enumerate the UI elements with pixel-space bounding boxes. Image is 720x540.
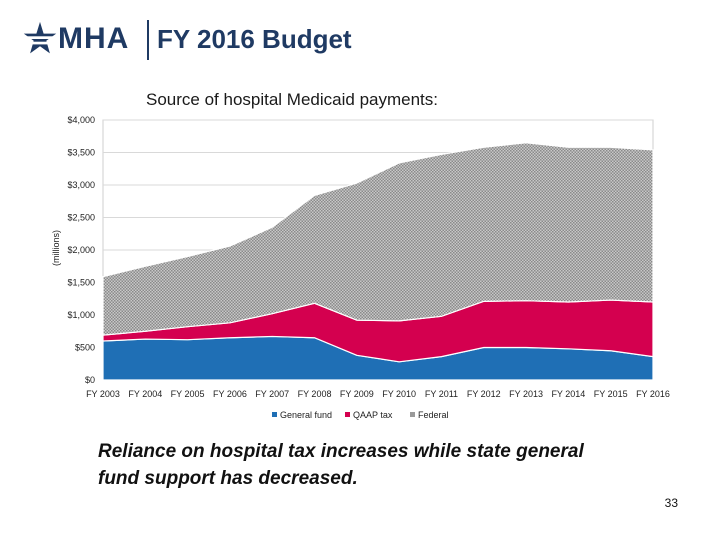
x-tick-label: FY 2008 <box>298 389 332 399</box>
page-number: 33 <box>664 496 678 510</box>
mha-star-logo-icon <box>23 21 57 54</box>
legend-swatch <box>410 412 415 417</box>
legend-swatch <box>272 412 277 417</box>
y-tick-label: $1,500 <box>67 278 95 288</box>
chart-title: Source of hospital Medicaid payments: <box>146 90 438 109</box>
stacked-area-chart: $0 $500 $1,000 $1,500 $2,000 $2,500 $3,000 $3,5… <box>51 115 670 420</box>
page-title: FY 2016 Budget <box>157 24 352 54</box>
x-tick-label: FY 2003 <box>86 389 120 399</box>
y-tick-label: $1,000 <box>67 310 95 320</box>
y-tick-label: $4,000 <box>67 115 95 125</box>
caption-text: Reliance on hospital tax increases while… <box>98 441 584 489</box>
legend-label: General fund <box>280 410 332 420</box>
header-divider <box>147 20 149 60</box>
legend-swatch <box>345 412 350 417</box>
x-tick-label: FY 2013 <box>509 389 543 399</box>
legend-label: QAAP tax <box>353 410 393 420</box>
x-tick-label: FY 2015 <box>594 389 628 399</box>
x-tick-label: FY 2014 <box>551 389 585 399</box>
x-tick-label: FY 2009 <box>340 389 374 399</box>
x-tick-label: FY 2005 <box>171 389 205 399</box>
x-tick-label: FY 2016 <box>636 389 670 399</box>
y-tick-label: $2,500 <box>67 213 95 223</box>
y-tick-label: $0 <box>85 375 95 385</box>
y-tick-label: $3,000 <box>67 180 95 190</box>
y-tick-label: $500 <box>75 343 95 353</box>
y-tick-label: $3,500 <box>67 148 95 158</box>
legend-label: Federal <box>418 410 449 420</box>
x-tick-label: FY 2004 <box>128 389 162 399</box>
x-tick-label: FY 2006 <box>213 389 247 399</box>
y-axis-label: (millions) <box>51 230 61 266</box>
y-tick-label: $2,000 <box>67 245 95 255</box>
area-federal <box>102 142 654 336</box>
x-tick-label: FY 2012 <box>467 389 501 399</box>
x-tick-label: FY 2007 <box>255 389 289 399</box>
x-tick-label: FY 2010 <box>382 389 416 399</box>
x-tick-label: FY 2011 <box>425 389 458 399</box>
logo-text: MHA <box>58 22 130 55</box>
